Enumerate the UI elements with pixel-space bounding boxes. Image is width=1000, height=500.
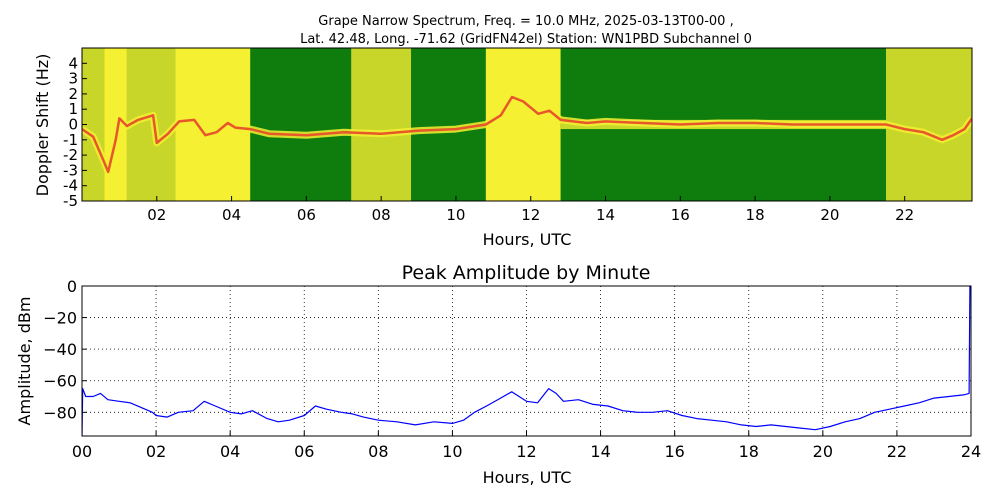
amplitude-y-tick-label: 0 [67, 277, 77, 296]
spectrogram-x-tick-label: 20 [820, 206, 839, 224]
amplitude-x-tick-label: 10 [442, 442, 462, 461]
spectrogram-x-tick-label: 08 [372, 206, 391, 224]
spectrogram-x-tick-label: 18 [746, 206, 765, 224]
amplitude-x-tick-label: 06 [294, 442, 314, 461]
amplitude-x-tick-label: 12 [516, 442, 536, 461]
spectrogram-x-tick-label: 02 [147, 206, 166, 224]
spectrogram-x-label: Hours, UTC [483, 230, 572, 249]
amplitude-x-tick-label: 00 [72, 442, 92, 461]
amplitude-x-label: Hours, UTC [483, 468, 572, 487]
amplitude-title: Peak Amplitude by Minute [402, 262, 651, 284]
figure-title-line1: Grape Narrow Spectrum, Freq. = 10.0 MHz,… [318, 14, 733, 29]
spectrogram-x-tick-label: 14 [596, 206, 615, 224]
amplitude-panel: Peak Amplitude by Minute 00 02 04 06 08 10 12 1… [15, 262, 981, 487]
amplitude-x-tick-label: 22 [887, 442, 907, 461]
spectrogram-x-tick-label: 22 [895, 206, 914, 224]
spectrogram-y-label: Doppler Shift (Hz) [33, 54, 52, 197]
doppler-trace [82, 95, 972, 174]
spectrogram-y-tick-label: 2 [68, 85, 78, 103]
amplitude-y-tick-label: −80 [43, 403, 77, 422]
spectrogram-band [485, 48, 561, 201]
amplitude-x-tick-label: 04 [220, 442, 240, 461]
amplitude-x-tick-label: 08 [368, 442, 388, 461]
spectrogram-y-tick-label: 4 [68, 54, 78, 72]
spectrogram-x-tick-label: 16 [671, 206, 690, 224]
amplitude-y-label: Amplitude, dBm [15, 297, 34, 426]
spectrogram-x-tick-label: 10 [446, 206, 465, 224]
amplitude-x-ticks: 00 02 04 06 08 10 12 14 16 18 20 22 24 [72, 431, 981, 461]
amplitude-y-ticks: 0 −20 −40 −60 −80 [43, 277, 87, 422]
spectrogram-y-tick-label: -2 [63, 146, 78, 164]
amplitude-series-line [82, 286, 971, 436]
amplitude-x-tick-label: 20 [813, 442, 833, 461]
spectrogram-x-ticks: 02 04 06 08 10 12 14 16 18 20 22 [147, 196, 914, 224]
figure-title-line2: Lat. 42.48, Long. -71.62 (GridFN42el) St… [300, 32, 752, 47]
amplitude-x-tick-label: 14 [590, 442, 610, 461]
amplitude-x-tick-label: 18 [739, 442, 759, 461]
amplitude-x-tick-label: 16 [664, 442, 684, 461]
spectrogram-y-tick-label: 3 [68, 70, 78, 88]
amplitude-y-tick-label: −20 [43, 309, 77, 328]
amplitude-x-tick-label: 24 [961, 442, 981, 461]
spectrogram-y-tick-label: -5 [63, 192, 78, 210]
amplitude-plot-area [82, 286, 971, 436]
spectrogram-y-tick-label: 1 [68, 100, 78, 118]
spectrogram-x-tick-label: 12 [521, 206, 540, 224]
spectrogram-y-tick-label: -3 [63, 161, 78, 179]
amplitude-x-tick-label: 02 [146, 442, 166, 461]
amplitude-y-tick-label: −40 [43, 340, 77, 359]
spectrogram-x-tick-label: 04 [222, 206, 241, 224]
amplitude-y-tick-label: −60 [43, 372, 77, 391]
spectrogram-x-tick-label: 06 [297, 206, 316, 224]
spectrogram-band [351, 48, 412, 201]
spectrogram-band [82, 48, 105, 201]
spectrogram-y-tick-label: 0 [68, 116, 78, 134]
spectrogram-y-tick-label: -1 [63, 131, 78, 149]
spectrogram-band [250, 48, 352, 201]
spectrogram-y-tick-label: -4 [63, 177, 78, 195]
